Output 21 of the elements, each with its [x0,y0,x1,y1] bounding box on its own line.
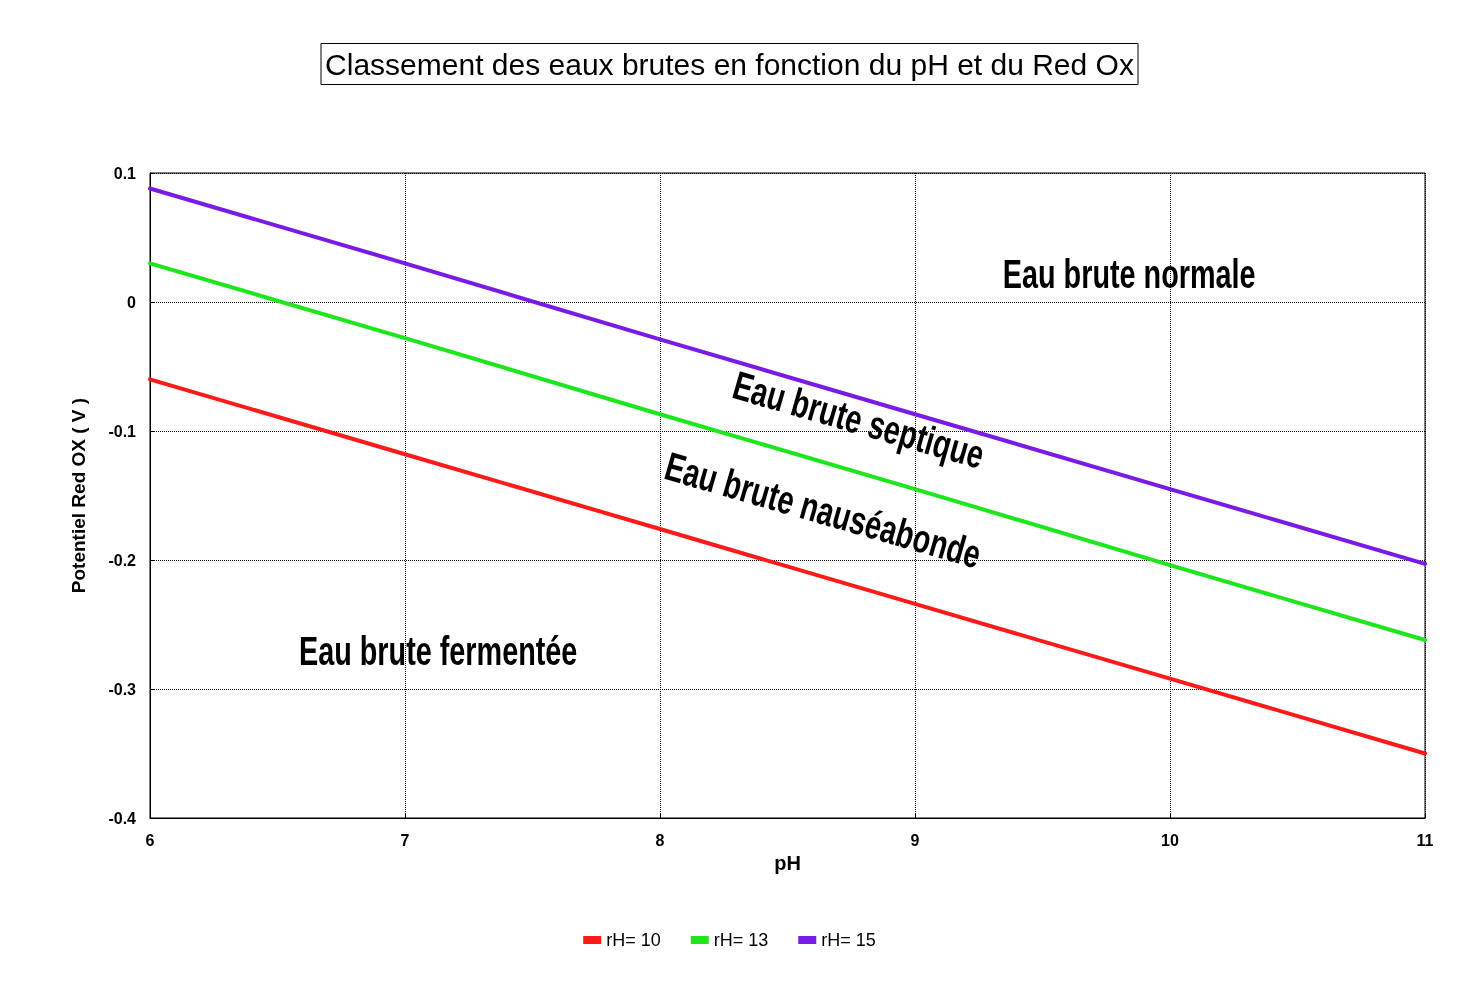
y-tick-label: 0 [127,293,137,311]
line-series [148,186,1427,566]
legend-label: rH= 13 [713,930,769,950]
legend-label: rH= 15 [821,930,876,950]
x-tick-label: 10 [1161,831,1179,849]
y-tick-label: 0.1 [113,164,137,182]
y-tick-label: -0.3 [108,680,137,698]
x-tick-label: 8 [655,831,665,849]
annotation: Eau brute normale [1002,251,1256,296]
legend-label: rH= 10 [606,930,661,950]
x-tick-label: 11 [1416,831,1434,849]
annotation: Eau brute fermentée [298,627,578,673]
chart-title: Classement des eaux brutes en fonction du pH et du Red Ox [325,47,1134,81]
x-tick-label: 9 [910,831,920,849]
x-tick-label: 7 [400,831,410,849]
x-tick-label: 6 [145,831,155,849]
x-axis-title: pH [774,851,801,874]
y-tick-label: -0.1 [108,422,137,440]
y-axis-title: Potentiel Red OX ( V ) [68,397,89,594]
y-tick-label: -0.4 [108,809,137,827]
y-tick-label: -0.2 [108,551,137,569]
